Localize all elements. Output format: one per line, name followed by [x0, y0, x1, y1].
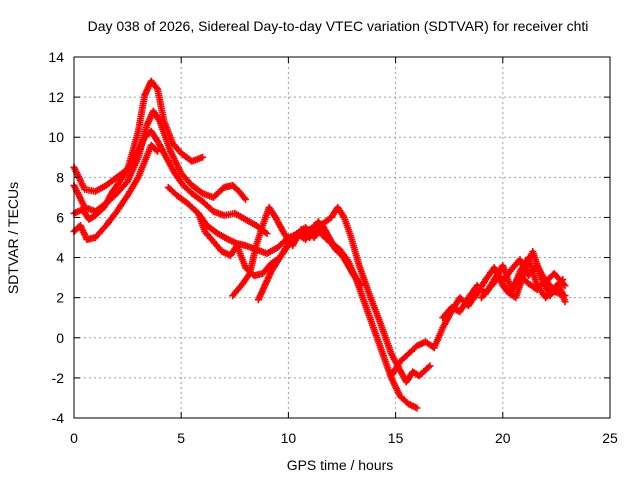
x-tick-label: 0: [70, 430, 78, 446]
chart-title: Day 038 of 2026, Sidereal Day-to-day VTE…: [88, 18, 589, 34]
plus-marker-path: [70, 107, 249, 215]
plus-marker-path: [70, 127, 271, 237]
plus-marker-path: [164, 183, 434, 386]
y-tick-label: 0: [56, 330, 64, 346]
series-track-5: [164, 183, 434, 386]
y-tick-label: 8: [56, 169, 64, 185]
y-tick-label: 2: [56, 290, 64, 306]
series-track-12: [499, 254, 567, 302]
y-axis-label: SDTVAR / TECUs: [5, 182, 21, 294]
y-tick-label: -2: [52, 370, 65, 386]
y-tick-label: 14: [48, 49, 64, 65]
y-tick-label: 10: [48, 129, 64, 145]
axis-ticks: 0 5 10 15 20 25 -4 -2 0 2 4 6 8 10 12 14: [48, 49, 618, 446]
series-track-3: [70, 127, 271, 237]
x-tick-label: 15: [388, 430, 404, 446]
y-tick-label: 12: [48, 89, 64, 105]
x-tick-label: 25: [602, 430, 618, 446]
data-marks: [70, 77, 569, 412]
plot-frame: [73, 56, 611, 419]
x-tick-label: 20: [495, 430, 511, 446]
x-tick-label: 5: [177, 430, 185, 446]
series-track-2: [70, 107, 249, 215]
plus-marker-path: [254, 222, 361, 304]
y-tick-label: 4: [56, 250, 64, 266]
x-tick-label: 10: [281, 430, 297, 446]
y-tick-label: 6: [56, 209, 64, 225]
series-track-8: [254, 222, 361, 304]
x-axis-label: GPS time / hours: [287, 457, 394, 473]
y-tick-label: -4: [52, 410, 65, 426]
plus-marker-path: [499, 254, 567, 302]
